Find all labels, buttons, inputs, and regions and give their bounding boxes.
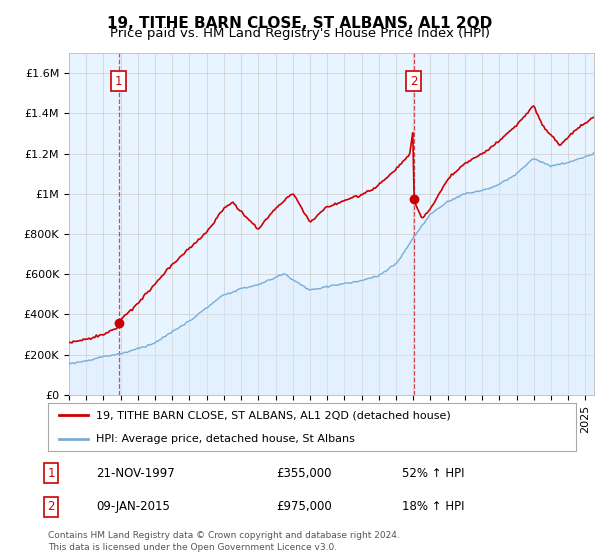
Text: Price paid vs. HM Land Registry's House Price Index (HPI): Price paid vs. HM Land Registry's House … — [110, 27, 490, 40]
Text: £355,000: £355,000 — [276, 466, 331, 480]
Text: 09-JAN-2015: 09-JAN-2015 — [96, 500, 170, 514]
Text: 1: 1 — [47, 466, 55, 480]
Text: HPI: Average price, detached house, St Albans: HPI: Average price, detached house, St A… — [95, 434, 355, 444]
Text: 1: 1 — [115, 75, 122, 88]
Text: 52% ↑ HPI: 52% ↑ HPI — [402, 466, 464, 480]
Text: £975,000: £975,000 — [276, 500, 332, 514]
Text: Contains HM Land Registry data © Crown copyright and database right 2024.
This d: Contains HM Land Registry data © Crown c… — [48, 531, 400, 552]
Text: 19, TITHE BARN CLOSE, ST ALBANS, AL1 2QD: 19, TITHE BARN CLOSE, ST ALBANS, AL1 2QD — [107, 16, 493, 31]
Text: 19, TITHE BARN CLOSE, ST ALBANS, AL1 2QD (detached house): 19, TITHE BARN CLOSE, ST ALBANS, AL1 2QD… — [95, 410, 450, 420]
Point — [114, 319, 124, 328]
Text: 21-NOV-1997: 21-NOV-1997 — [96, 466, 175, 480]
Text: 18% ↑ HPI: 18% ↑ HPI — [402, 500, 464, 514]
Text: 2: 2 — [47, 500, 55, 514]
Point — [409, 194, 419, 203]
Text: 2: 2 — [410, 75, 418, 88]
